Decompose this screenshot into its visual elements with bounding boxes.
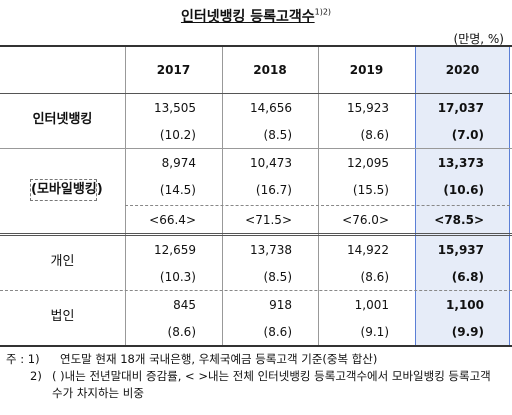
- cell-value: 13,505: [154, 101, 196, 115]
- cell-value: <78.5>: [434, 213, 484, 227]
- rule-double: [0, 233, 512, 236]
- title-note: 1)2): [314, 7, 332, 17]
- cell-value: (8.5): [263, 128, 292, 142]
- note-marker: 2): [30, 369, 42, 383]
- column-line: [125, 45, 126, 345]
- cell-value: (10.6): [443, 183, 484, 197]
- column-line: [222, 45, 223, 345]
- cell-value: 15,937: [437, 243, 484, 257]
- row-label: (모바일뱅킹): [30, 178, 103, 201]
- cell-value: (14.5): [159, 183, 196, 197]
- cell-value: (10.3): [159, 270, 196, 284]
- row-label: 인터넷뱅킹: [32, 111, 93, 127]
- cell-value: 14,656: [250, 101, 292, 115]
- cell-value: 10,473: [250, 156, 292, 170]
- title: 인터넷뱅킹 등록고객수: [180, 9, 315, 25]
- cell-value: (8.6): [167, 325, 196, 339]
- cell-value: 14,922: [347, 243, 389, 257]
- cell-value: (16.7): [255, 183, 292, 197]
- cell-value: 13,373: [437, 156, 484, 170]
- cell-value: <66.4>: [149, 213, 196, 227]
- cell-value: (8.6): [263, 325, 292, 339]
- row-label: 법인: [50, 308, 75, 324]
- column-header: 2018: [253, 63, 287, 77]
- rule-bottom: [0, 345, 512, 347]
- cell-value: (10.2): [159, 128, 196, 142]
- cell-value: 845: [173, 298, 196, 312]
- cell-value: (8.5): [263, 270, 292, 284]
- highlight-column: [415, 45, 510, 345]
- title-wrap: 인터넷뱅킹 등록고객수1)2): [0, 6, 512, 26]
- column-line: [318, 45, 319, 345]
- note-text: ( )내는 전년말대비 증감률, < >내는 전체 인터넷뱅킹 등록고객수에서 …: [52, 369, 491, 400]
- cell-value: (9.1): [360, 325, 389, 339]
- cell-value: (8.6): [360, 128, 389, 142]
- column-header: 2019: [349, 63, 384, 77]
- cell-value: <76.0>: [342, 213, 389, 227]
- cell-value: (15.5): [352, 183, 389, 197]
- column-header: 2017: [156, 63, 191, 77]
- cell-value: 12,095: [347, 156, 389, 170]
- rule-dashed: [125, 205, 510, 206]
- cell-value: 15,923: [347, 101, 389, 115]
- column-header: 2020: [445, 63, 480, 77]
- row-label: 개인: [50, 253, 75, 269]
- cell-value: 1,100: [446, 298, 484, 312]
- cell-value: 1,001: [354, 298, 389, 312]
- cell-value: 17,037: [437, 101, 484, 115]
- cell-value: 12,659: [154, 243, 196, 257]
- cell-value: 8,974: [161, 156, 196, 170]
- cell-value: (8.6): [360, 270, 389, 284]
- cell-value: <71.5>: [245, 213, 292, 227]
- unit: (만명, %): [453, 32, 504, 46]
- cell-value: 13,738: [250, 243, 292, 257]
- rule-top: [0, 45, 512, 47]
- rule-dashed: [0, 290, 512, 291]
- rule: [0, 148, 512, 149]
- cell-value: (9.9): [451, 325, 484, 339]
- cell-value: (6.8): [451, 270, 484, 284]
- cell-value: (7.0): [451, 128, 484, 142]
- note-text: 연도말 현재 18개 국내은행, 우체국예금 등록고객 기준(중복 합산): [60, 352, 378, 366]
- cell-value: 918: [269, 298, 292, 312]
- rule-header: [0, 93, 512, 94]
- note-marker: 주 : 1): [6, 352, 40, 366]
